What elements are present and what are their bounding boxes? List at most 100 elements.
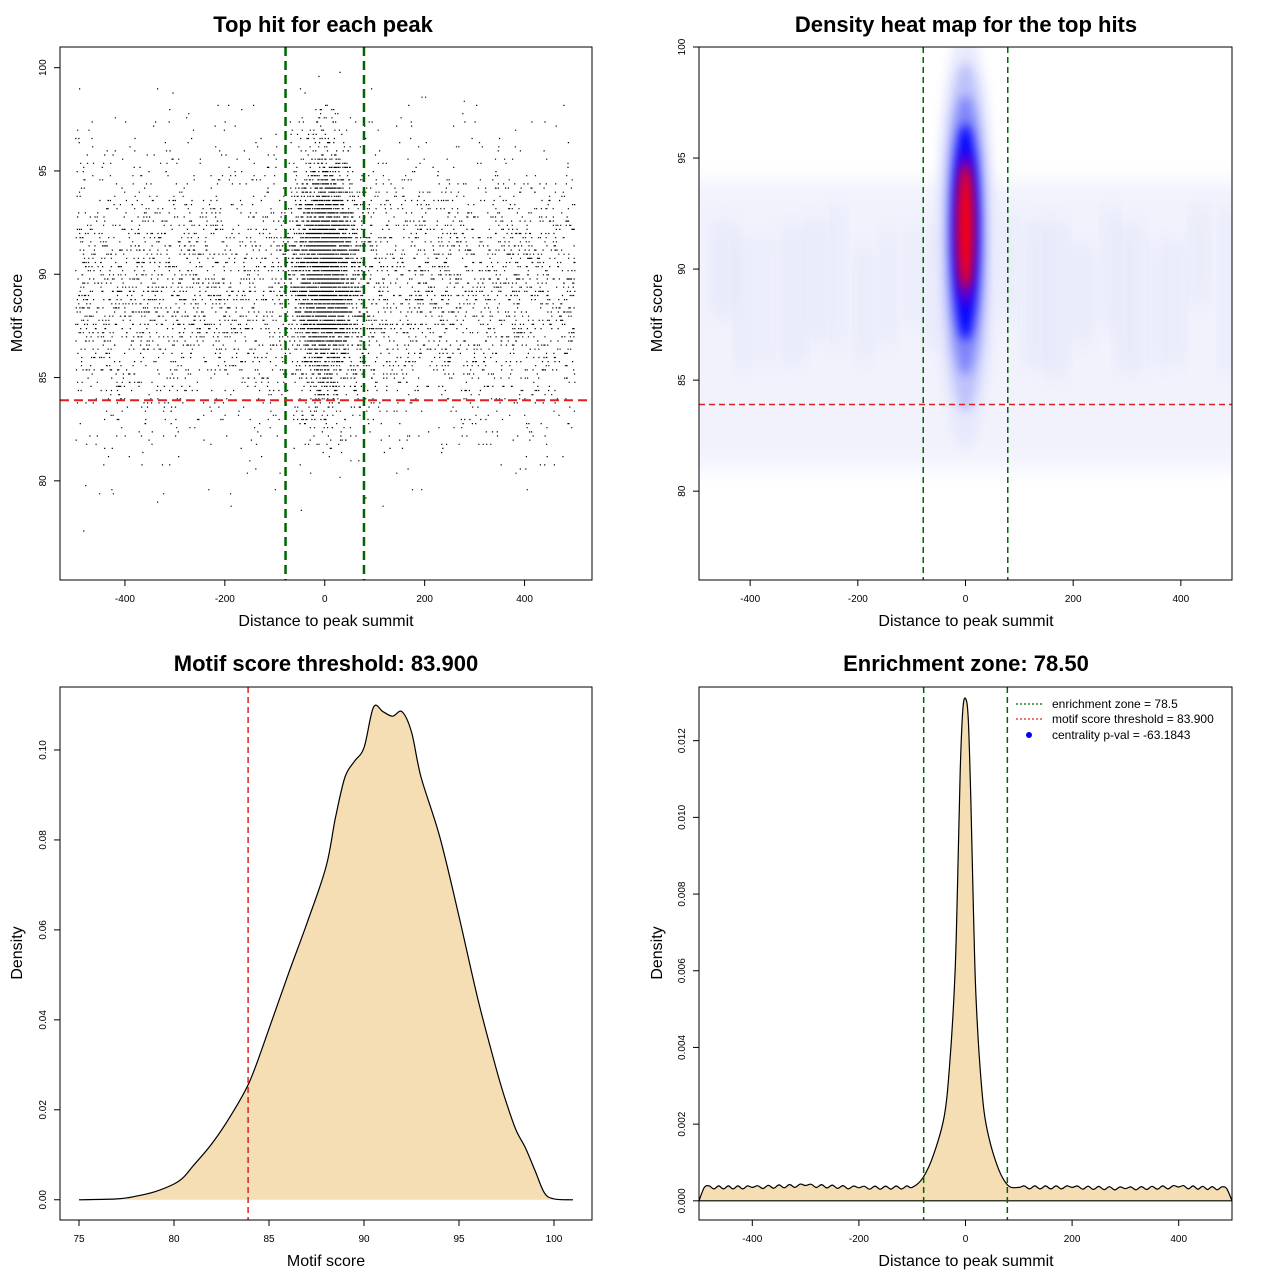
scatter-reference-lines — [60, 47, 592, 580]
heatmap-x-axis: -400 -200 0 200 400 — [740, 580, 1190, 605]
heatmap-streak — [1104, 208, 1117, 329]
heatmap-x-tick-label: 400 — [1173, 594, 1190, 605]
score-density-y-tick-label: 0.08 — [38, 830, 49, 850]
heatmap-y-tick-label: 100 — [677, 38, 688, 55]
heatmap-streak — [1002, 213, 1015, 319]
distance-density-y-axis: 0.000 0.002 0.004 0.006 0.008 0.010 0.012 — [677, 728, 699, 1213]
score-density-x-tick-label: 100 — [546, 1234, 563, 1245]
score-density-fill — [79, 705, 573, 1200]
heatmap-streak — [783, 225, 802, 365]
scatter-x-tick-label: 0 — [322, 594, 328, 605]
heatmap-y-label: Motif score — [649, 274, 666, 352]
heatmap-streak — [906, 221, 917, 328]
scatter-y-label: Motif score — [9, 274, 26, 352]
score-density-x-tick-label: 90 — [358, 1234, 370, 1245]
score-density-y-axis: 0.00 0.02 0.04 0.06 0.08 0.10 — [38, 740, 60, 1210]
heatmap-title: Density heat map for the top hits — [795, 12, 1137, 37]
score-density-y-tick-label: 0.04 — [38, 1010, 49, 1030]
scatter-x-tick-label: -200 — [215, 594, 235, 605]
scatter-y-tick-label: 85 — [38, 372, 49, 384]
score-density-curve — [78, 704, 574, 1201]
score-density-plot-frame — [59, 686, 593, 1221]
heatmap-streak — [1168, 239, 1183, 366]
distance-density-y-tick-label: 0.002 — [677, 1111, 688, 1136]
score-density-x-tick-label: 75 — [73, 1234, 85, 1245]
heatmap-y-tick-label: 85 — [677, 374, 688, 386]
heatmap-y-tick-label: 90 — [677, 263, 688, 275]
panel-scatter: Top hit for each peak -400 -200 0 200 400 80… — [9, 12, 593, 630]
scatter-points — [75, 71, 576, 532]
scatter-y-tick-label: 80 — [38, 475, 49, 487]
distance-density-y-tick-label: 0.008 — [677, 881, 688, 906]
scatter-x-tick-label: -400 — [115, 594, 135, 605]
distance-density-y-tick-label: 0.006 — [677, 958, 688, 983]
distance-density-y-tick-label: 0.004 — [677, 1034, 688, 1059]
distance-density-line — [699, 697, 1232, 1202]
panel-distance-density: Enrichment zone: 78.50 -400 -200 0 200 400 0… — [649, 651, 1233, 1270]
score-density-y-tick-label: 0.00 — [38, 1190, 49, 1210]
heatmap-y-tick-label: 80 — [677, 485, 688, 497]
distance-density-y-tick-label: 0.012 — [677, 728, 688, 753]
distance-density-x-tick-label: 400 — [1170, 1234, 1187, 1245]
distance-density-x-tick-label: -400 — [742, 1234, 762, 1245]
heatmap-streak — [1026, 219, 1046, 368]
score-density-line — [78, 704, 574, 1201]
score-density-x-tick-label: 95 — [453, 1234, 465, 1245]
scatter-y-tick-label: 90 — [38, 268, 49, 280]
heatmap-density-level-5 — [958, 165, 973, 290]
legend-entry-motif-threshold: motif score threshold = 83.900 — [1052, 712, 1214, 726]
scatter-title: Top hit for each peak — [213, 12, 433, 37]
distance-density-y-label: Density — [649, 926, 666, 979]
heatmap-streak — [1049, 219, 1066, 381]
heatmap-streak — [713, 220, 734, 318]
distance-density-curve — [699, 697, 1232, 1202]
heatmap-x-tick-label: -200 — [848, 594, 868, 605]
distance-density-x-tick-label: -200 — [849, 1234, 869, 1245]
scatter-x-tick-label: 200 — [416, 594, 433, 605]
heatmap-y-axis: 80 85 90 95 100 — [677, 38, 699, 497]
heatmap-y-tick-label: 95 — [677, 152, 688, 164]
heatmap-streak — [1221, 206, 1232, 375]
distance-density-x-tick-label: 0 — [963, 1234, 969, 1245]
distance-density-x-tick-label: 200 — [1064, 1234, 1081, 1245]
score-density-title: Motif score threshold: 83.900 — [174, 651, 478, 676]
scatter-x-axis: -400 -200 0 200 400 — [115, 580, 533, 605]
scatter-point-cloud — [75, 71, 576, 532]
scatter-x-label: Distance to peak summit — [238, 613, 414, 630]
score-density-x-tick-label: 80 — [168, 1234, 180, 1245]
score-density-x-axis: 75 80 85 90 95 100 — [73, 1220, 563, 1245]
distance-density-legend: enrichment zone = 78.5 motif score thres… — [1016, 697, 1214, 742]
heatmap-streak — [1120, 223, 1140, 375]
heatmap-streak — [882, 227, 894, 347]
heatmap-streak — [737, 233, 751, 372]
heatmap-x-tick-label: 200 — [1065, 594, 1082, 605]
heatmap-streak — [809, 216, 826, 343]
heatmap-reference-lines — [699, 47, 1232, 580]
heatmap-streak — [1193, 205, 1207, 307]
scatter-y-tick-label: 100 — [38, 59, 49, 76]
score-density-y-tick-label: 0.02 — [38, 1100, 49, 1120]
distance-density-y-tick-label: 0.000 — [677, 1188, 688, 1213]
score-density-y-tick-label: 0.10 — [38, 740, 49, 760]
distance-density-x-axis: -400 -200 0 200 400 — [742, 1220, 1187, 1245]
heatmap-x-tick-label: 0 — [963, 594, 969, 605]
heatmap-streak — [834, 202, 845, 350]
score-density-x-tick-label: 85 — [263, 1234, 275, 1245]
panel-score-density: Motif score threshold: 83.900 75 80 85 90 95… — [9, 651, 593, 1270]
scatter-x-tick-label: 400 — [516, 594, 533, 605]
legend-entry-centrality-pval: centrality p-val = -63.1843 — [1052, 728, 1191, 742]
heatmap-x-tick-label: -400 — [740, 594, 760, 605]
score-density-y-label: Density — [9, 926, 26, 979]
heatmap-streak — [857, 244, 871, 362]
legend-swatch-centrality-pval — [1026, 732, 1032, 738]
panel-heatmap: Density heat map for the top hits -400 -2… — [649, 12, 1233, 630]
scatter-plot-frame — [59, 46, 593, 581]
scatter-y-tick-label: 95 — [38, 165, 49, 177]
distance-density-reference-lines — [922, 687, 1009, 1220]
scatter-y-axis: 80 85 90 95 100 — [38, 59, 60, 487]
score-density-y-tick-label: 0.06 — [38, 920, 49, 940]
legend-entry-enrichment-zone: enrichment zone = 78.5 — [1052, 697, 1178, 711]
heatmap-streak — [1151, 242, 1163, 368]
heatmap-streak — [760, 230, 771, 369]
